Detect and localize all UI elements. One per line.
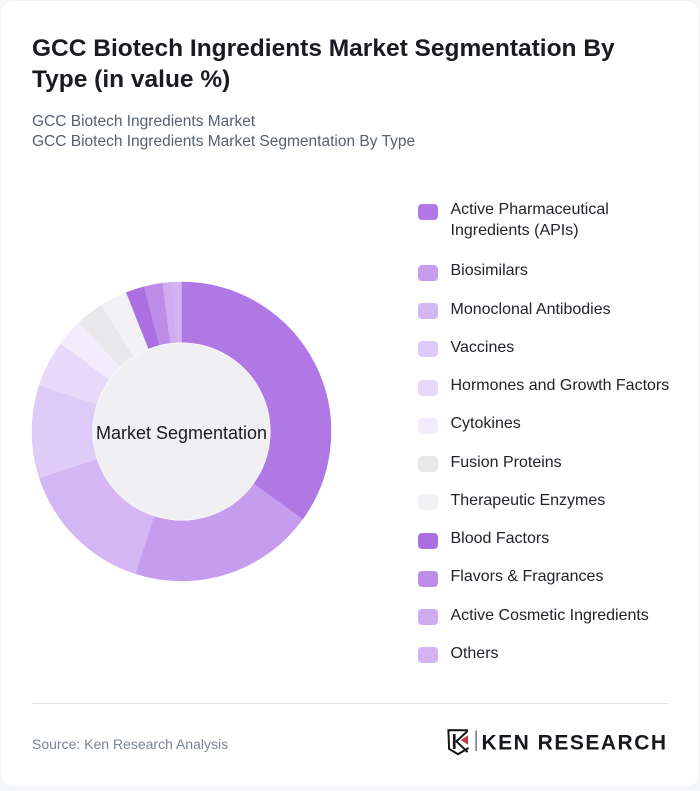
svg-text:Market Segmentation: Market Segmentation [96,423,267,443]
svg-text:KEN RESEARCH: KEN RESEARCH [482,731,668,754]
